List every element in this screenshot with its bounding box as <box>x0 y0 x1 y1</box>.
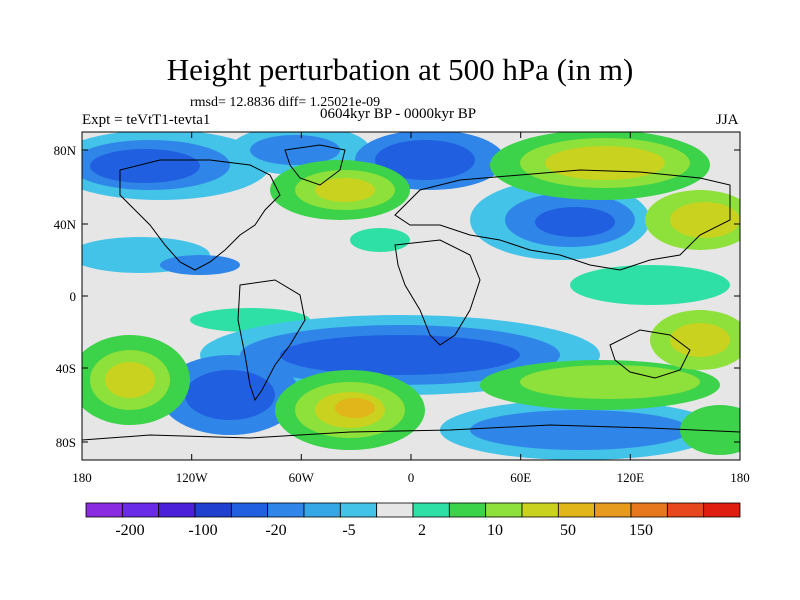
lon-tick-label: 180 <box>730 470 750 485</box>
period-label: 0604kyr BP - 0000kyr BP <box>320 106 477 122</box>
lat-ticks: 80N 40N 0 40S 80S <box>54 143 740 450</box>
colorbar-label: -20 <box>265 522 286 539</box>
lat-tick-label: 40N <box>54 217 77 232</box>
colorbar-label: 150 <box>629 522 653 539</box>
colorbar-swatch <box>557 502 596 518</box>
colorbar-swatch <box>158 502 196 518</box>
lon-tick-label: 0 <box>408 470 415 485</box>
season-label: JJA <box>716 112 739 128</box>
lon-tick-label: 60W <box>289 470 315 485</box>
south-cool-region <box>160 315 720 460</box>
greenland-coast <box>284 144 346 186</box>
lat-tick-label: 80S <box>56 435 76 450</box>
australia-coast <box>609 329 691 379</box>
lon-ticks: 180 120W 60W 0 60E 120E 180 <box>72 132 750 485</box>
colorbar-swatch <box>85 502 123 518</box>
lon-tick-label: 120W <box>176 470 209 485</box>
lon-tick-label: 120E <box>617 470 645 485</box>
colorbar-swatch <box>303 502 341 518</box>
colorbar-swatch <box>521 502 559 518</box>
lon-tick-label: 60E <box>510 470 531 485</box>
africa-coast <box>394 239 481 346</box>
tropical-region <box>82 228 730 332</box>
colorbar-swatch <box>666 502 705 518</box>
north-blue-region <box>82 132 650 260</box>
antarctica-coast <box>82 424 740 441</box>
colorbar-swatch <box>267 502 305 518</box>
lon-tick-label: 180 <box>72 470 92 485</box>
colorbar: -200 -100 -20 -5 2 10 50 150 <box>85 502 741 539</box>
colorbar-swatch <box>703 502 741 518</box>
south-america-coast <box>237 279 306 402</box>
colorbar-label: 2 <box>418 522 426 539</box>
colorbar-swatch <box>630 502 668 518</box>
lat-tick-label: 40S <box>56 361 76 376</box>
colorbar-swatch <box>594 502 632 518</box>
colorbar-swatch <box>412 502 450 518</box>
map-title: Height perturbation at 500 hPa (in m) <box>166 52 634 87</box>
stats-text: rmsd= 12.8836 diff= 1.25021e-09 <box>190 95 381 110</box>
lat-tick-label: 80N <box>54 143 77 158</box>
colorbar-label: 10 <box>487 522 503 539</box>
map-field <box>82 132 740 460</box>
lat-tick-label: 0 <box>70 289 77 304</box>
colorbar-label: -5 <box>342 522 355 539</box>
colorbar-label: -200 <box>115 522 144 539</box>
colorbar-swatch <box>448 502 487 518</box>
europe-asia-coast <box>394 169 731 271</box>
colorbar-swatch <box>376 502 414 518</box>
south-warm-region <box>82 310 740 455</box>
colorbar-label: 50 <box>560 522 576 539</box>
colorbar-swatch <box>194 502 232 518</box>
colorbar-swatch <box>121 502 160 518</box>
experiment-label: Expt = teVtT1-tevta1 <box>82 112 211 128</box>
north-warm-region <box>270 132 740 250</box>
north-america-coast <box>119 159 281 271</box>
colorbar-label: -100 <box>188 522 217 539</box>
colorbar-swatch <box>339 502 378 518</box>
colorbar-swatch <box>485 502 523 518</box>
colorbar-swatch <box>230 502 269 518</box>
coastlines <box>82 144 740 441</box>
